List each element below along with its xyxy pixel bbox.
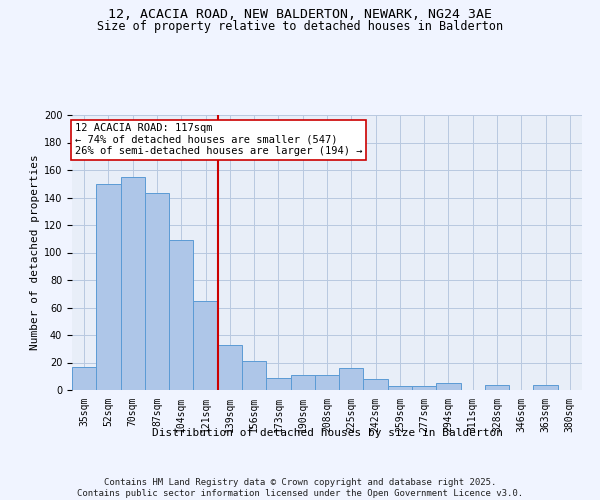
Bar	[266, 378, 290, 390]
Bar	[242, 361, 266, 390]
Bar	[169, 240, 193, 390]
Text: 12 ACACIA ROAD: 117sqm
← 74% of detached houses are smaller (547)
26% of semi-de: 12 ACACIA ROAD: 117sqm ← 74% of detached…	[74, 123, 362, 156]
Bar	[145, 194, 169, 390]
Bar	[412, 386, 436, 390]
Bar	[436, 383, 461, 390]
Bar	[364, 379, 388, 390]
Bar	[315, 375, 339, 390]
Text: Contains HM Land Registry data © Crown copyright and database right 2025.
Contai: Contains HM Land Registry data © Crown c…	[77, 478, 523, 498]
Y-axis label: Number of detached properties: Number of detached properties	[29, 154, 40, 350]
Bar	[388, 386, 412, 390]
Text: Distribution of detached houses by size in Balderton: Distribution of detached houses by size …	[151, 428, 503, 438]
Bar	[290, 375, 315, 390]
Bar	[121, 177, 145, 390]
Bar	[72, 366, 96, 390]
Bar	[218, 344, 242, 390]
Text: Size of property relative to detached houses in Balderton: Size of property relative to detached ho…	[97, 20, 503, 33]
Bar	[485, 384, 509, 390]
Bar	[533, 384, 558, 390]
Bar	[339, 368, 364, 390]
Bar	[193, 300, 218, 390]
Bar	[96, 184, 121, 390]
Text: 12, ACACIA ROAD, NEW BALDERTON, NEWARK, NG24 3AE: 12, ACACIA ROAD, NEW BALDERTON, NEWARK, …	[108, 8, 492, 20]
